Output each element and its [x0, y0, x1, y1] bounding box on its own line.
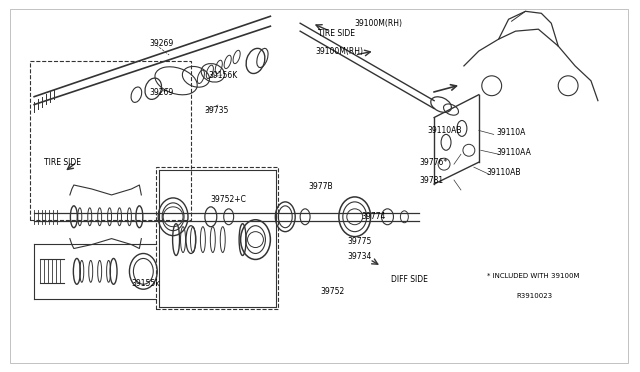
Bar [156, 167, 278, 309]
Text: 39734: 39734 [348, 252, 372, 261]
Text: 39100M(RH): 39100M(RH) [355, 19, 403, 28]
Text: 39110AB: 39110AB [427, 126, 461, 135]
Text: DIFF SIDE: DIFF SIDE [392, 275, 428, 284]
Text: 39774: 39774 [362, 212, 386, 221]
Text: 39752+C: 39752+C [211, 195, 246, 204]
Text: 39269: 39269 [149, 39, 173, 48]
Text: TIRE SIDE: TIRE SIDE [318, 29, 355, 38]
Text: 39776*: 39776* [419, 158, 447, 167]
Text: 39752: 39752 [320, 287, 344, 296]
Bar [30, 61, 191, 220]
Text: 39100M(RH): 39100M(RH) [315, 46, 363, 55]
Text: 39156K: 39156K [209, 71, 238, 80]
Text: 39781: 39781 [419, 176, 444, 185]
Text: * INCLUDED WITH 39100M: * INCLUDED WITH 39100M [487, 273, 579, 279]
Text: 39110A: 39110A [497, 128, 526, 137]
Text: 3977B: 3977B [308, 183, 333, 192]
Text: 39775: 39775 [348, 237, 372, 246]
Text: 39110AA: 39110AA [497, 148, 532, 157]
Text: TIRE SIDE: TIRE SIDE [44, 158, 81, 167]
Text: 39110AB: 39110AB [487, 168, 521, 177]
Text: 39155k: 39155k [131, 279, 160, 288]
Text: R3910023: R3910023 [516, 293, 553, 299]
Text: 39269: 39269 [149, 88, 173, 97]
Text: 39735: 39735 [205, 106, 229, 115]
